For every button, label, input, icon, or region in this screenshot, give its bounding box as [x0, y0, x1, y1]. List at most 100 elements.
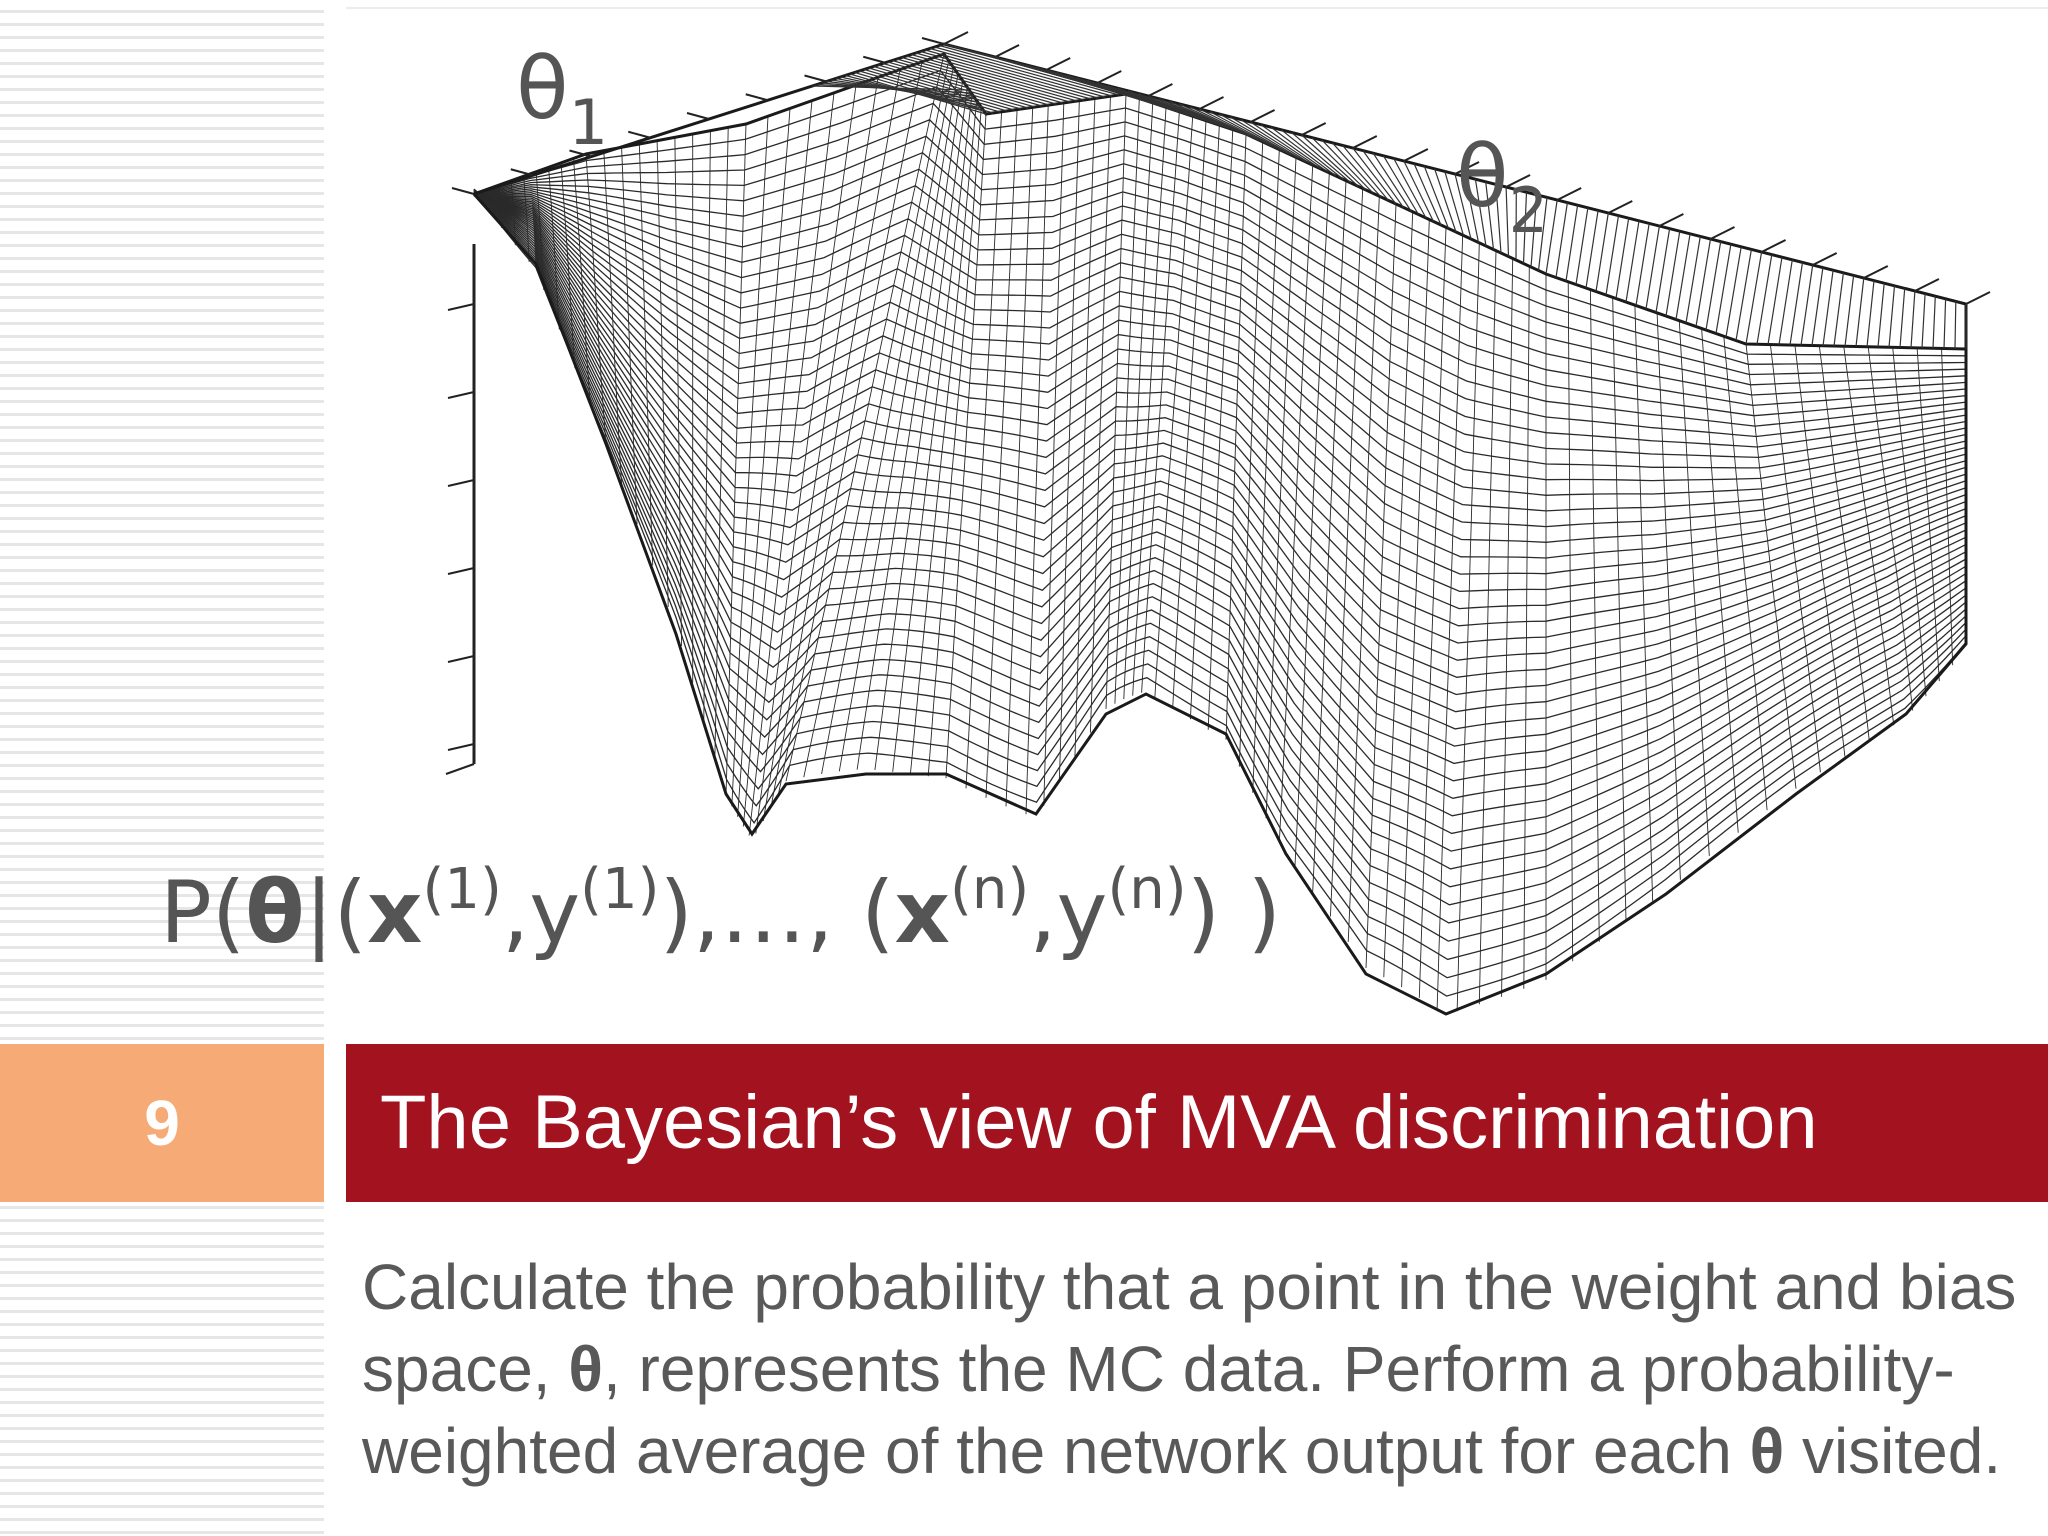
- hatch-line: [915, 52, 1085, 101]
- hatch-line: [1280, 129, 1344, 180]
- mesh-line: [656, 140, 669, 607]
- mesh-line: [1436, 235, 1464, 1009]
- mesh-line: [621, 147, 638, 525]
- hatch-line: [868, 67, 1015, 111]
- hatch-line: [1932, 296, 1936, 349]
- hatch-line: [1250, 121, 1322, 170]
- mesh-line: [1701, 328, 1739, 833]
- mesh-line: [1089, 96, 1111, 733]
- margin-gap: [324, 0, 346, 1536]
- hatch-line: [1695, 238, 1712, 327]
- mesh-line: [945, 113, 987, 779]
- hatch-line: [1403, 160, 1435, 222]
- hatch-line: [901, 56, 1064, 104]
- mesh-line: [1114, 98, 1140, 704]
- hatch-line: [1537, 197, 1548, 271]
- hatch-line: [1413, 163, 1442, 226]
- hatch-line: [1844, 275, 1855, 347]
- hatch-line: [1800, 264, 1814, 346]
- hatch-line: [1789, 262, 1804, 346]
- axis-tick: [447, 479, 475, 487]
- axis-tick: [1199, 96, 1224, 110]
- hatch-line: [1199, 108, 1284, 153]
- mesh-line: [1916, 347, 1940, 682]
- mesh-line: [1154, 116, 1194, 698]
- axis-tick: [1710, 226, 1735, 240]
- hatch-line: [939, 44, 1120, 96]
- mesh-line: [510, 180, 516, 246]
- mesh-line: [838, 73, 959, 772]
- front-outline: [472, 193, 1968, 1016]
- mesh-line: [892, 93, 973, 772]
- axis-tick: [447, 567, 475, 575]
- axis-tick: [1607, 200, 1633, 214]
- posterior-formula: P(θ|(x(1),y(1)),…, (x(n),y(n)) ): [160, 857, 1282, 963]
- hatch-line: [1605, 215, 1620, 296]
- top-stripes: [346, 0, 2048, 14]
- hatch-line: [1855, 277, 1865, 347]
- hatch-line: [1240, 118, 1314, 167]
- hatch-line: [1393, 158, 1427, 219]
- hatch-line: [1495, 184, 1502, 254]
- hatch-line: [1505, 186, 1510, 257]
- mesh-line: [498, 185, 503, 228]
- axis-tick: [804, 74, 827, 83]
- mesh-line: [725, 123, 747, 796]
- hatch-line: [906, 55, 1071, 103]
- mesh-line: [1383, 211, 1414, 978]
- hatch-line: [1778, 259, 1793, 345]
- axis-tick: [1505, 174, 1531, 188]
- axis-tick: [1403, 148, 1429, 162]
- axis-tick: [451, 187, 475, 195]
- mesh-line: [755, 85, 857, 834]
- axis-tick: [1914, 278, 1940, 292]
- hatch-line: [1565, 205, 1579, 282]
- mesh-line: [1401, 219, 1430, 988]
- axis-tick: [447, 743, 475, 751]
- mesh-line: [535, 171, 545, 291]
- mesh-line: [1123, 102, 1154, 700]
- hatch-line: [1485, 181, 1495, 250]
- mesh-line: [1769, 344, 1821, 773]
- hatch-line: [859, 70, 1001, 113]
- axis-tick: [569, 149, 592, 158]
- hatch-line: [1705, 241, 1722, 331]
- mesh-line: [737, 108, 791, 817]
- hatch-line: [1943, 298, 1947, 349]
- hatch-line: [1811, 267, 1824, 346]
- mesh-line: [1043, 102, 1065, 806]
- hatch-line: [1382, 155, 1420, 215]
- mesh-line: [1238, 141, 1264, 767]
- hatch-line: [1910, 290, 1916, 348]
- hatch-line: [1301, 134, 1359, 187]
- axis-tick: [994, 44, 1020, 58]
- mesh-line: [1105, 93, 1127, 709]
- hatch-line: [1423, 165, 1450, 229]
- mesh-line: [638, 143, 654, 566]
- hatch-line: [1372, 152, 1412, 212]
- mesh-line: [603, 150, 623, 485]
- mesh-line: [473, 195, 1967, 528]
- mesh-line: [473, 119, 1967, 386]
- hatch-line: [1899, 288, 1906, 348]
- slide-title: The Bayesian’s view of MVA discriminatio…: [380, 1080, 1818, 1165]
- mesh-line: [856, 80, 964, 770]
- axis-tick: [686, 112, 710, 120]
- mesh-line: [674, 137, 683, 647]
- hatch-line: [920, 50, 1092, 100]
- back-wall-hatching: [812, 43, 1967, 349]
- hatch-line: [849, 73, 987, 115]
- hatch-line: [1745, 251, 1763, 345]
- mesh-line: [1634, 305, 1654, 903]
- axis-tick: [1096, 70, 1122, 84]
- mesh-line: [523, 176, 530, 262]
- mesh-line: [927, 107, 982, 777]
- body-paragraph: Calculate the probability that a point i…: [362, 1251, 2017, 1487]
- axis-tick: [447, 303, 475, 311]
- axis-tick: [745, 93, 769, 102]
- hatch-line: [1655, 228, 1671, 313]
- hatch-line: [1888, 285, 1896, 348]
- hatch-line: [1454, 173, 1472, 240]
- mesh-line: [1329, 188, 1364, 917]
